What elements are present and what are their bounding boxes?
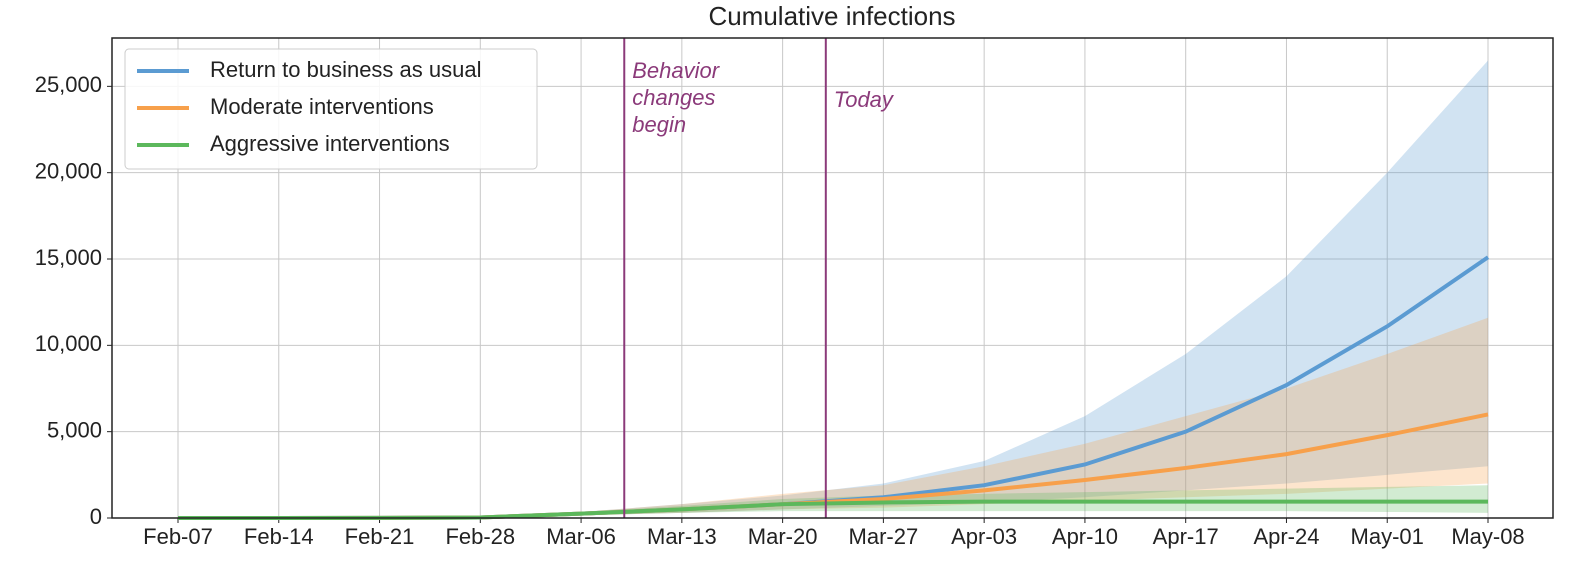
event-label: changes	[632, 85, 715, 110]
legend-box	[124, 48, 538, 170]
y-tick-label: 25,000	[35, 72, 102, 97]
y-tick-label: 0	[90, 504, 102, 529]
event-label: Behavior	[632, 58, 721, 83]
x-tick-label: Mar-06	[546, 524, 616, 549]
y-tick-label: 20,000	[35, 158, 102, 183]
legend-label: Return to business as usual	[210, 57, 482, 82]
y-tick-label: 5,000	[47, 417, 102, 442]
y-tick-label: 15,000	[35, 245, 102, 270]
x-tick-label: Apr-03	[951, 524, 1017, 549]
legend-label: Aggressive interventions	[210, 131, 450, 156]
x-tick-label: Feb-07	[143, 524, 213, 549]
x-tick-label: Apr-24	[1253, 524, 1319, 549]
confidence-band	[178, 317, 1488, 518]
x-tick-label: Apr-17	[1153, 524, 1219, 549]
y-tick-label: 10,000	[35, 331, 102, 356]
x-tick-label: Feb-21	[345, 524, 415, 549]
chart-title: Cumulative infections	[708, 1, 955, 31]
x-tick-label: Mar-20	[748, 524, 818, 549]
x-tick-label: May-01	[1351, 524, 1424, 549]
x-tick-label: Mar-13	[647, 524, 717, 549]
event-label: Today	[834, 87, 895, 112]
legend-label: Moderate interventions	[210, 94, 434, 119]
plot-frame	[111, 37, 1554, 519]
x-tick-label: Feb-14	[244, 524, 314, 549]
x-tick-label: May-08	[1451, 524, 1524, 549]
x-tick-label: Feb-28	[445, 524, 515, 549]
confidence-band	[178, 60, 1488, 518]
x-tick-label: Mar-27	[849, 524, 919, 549]
x-tick-label: Apr-10	[1052, 524, 1118, 549]
event-label: begin	[632, 112, 686, 137]
